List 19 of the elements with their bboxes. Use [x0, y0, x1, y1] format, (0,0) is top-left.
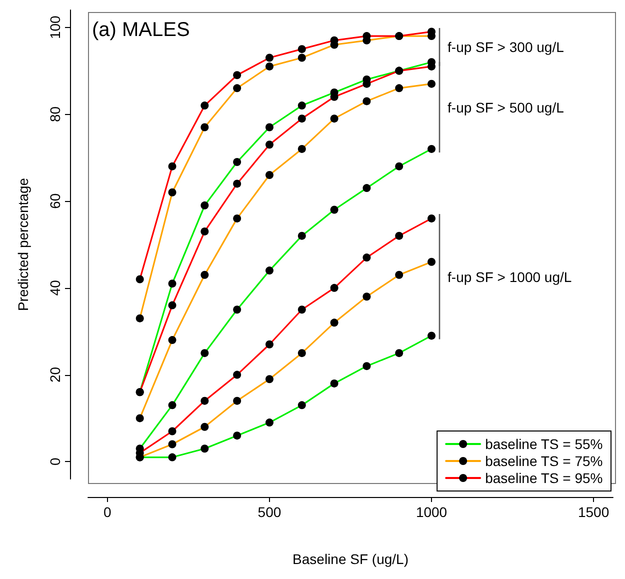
- y-tick-label: 100: [47, 15, 63, 40]
- annotation: f-up SF > 500 ug/L: [448, 100, 564, 116]
- legend-label: baseline TS = 95%: [485, 470, 603, 486]
- annotation: f-up SF > 1000 ug/L: [448, 269, 572, 286]
- chart-title: (a) MALES: [92, 19, 190, 41]
- x-tick-label: 0: [104, 504, 112, 520]
- x-axis-title: Baseline SF (ug/L): [292, 551, 408, 567]
- y-tick-label: 80: [47, 106, 63, 122]
- x-tick-label: 1000: [416, 504, 448, 520]
- y-tick-label: 0: [47, 458, 63, 466]
- legend-label: baseline TS = 55%: [485, 436, 603, 452]
- x-tick-label: 1500: [578, 504, 610, 520]
- x-tick-label: 500: [258, 504, 282, 520]
- y-tick-label: 40: [47, 280, 63, 296]
- annotation: f-up SF > 300 ug/L: [448, 38, 564, 55]
- legend-label: baseline TS = 75%: [485, 453, 603, 469]
- y-tick-label: 20: [47, 366, 63, 383]
- y-axis-title: Predicted percentage: [15, 178, 31, 312]
- y-tick-label: 60: [47, 193, 63, 209]
